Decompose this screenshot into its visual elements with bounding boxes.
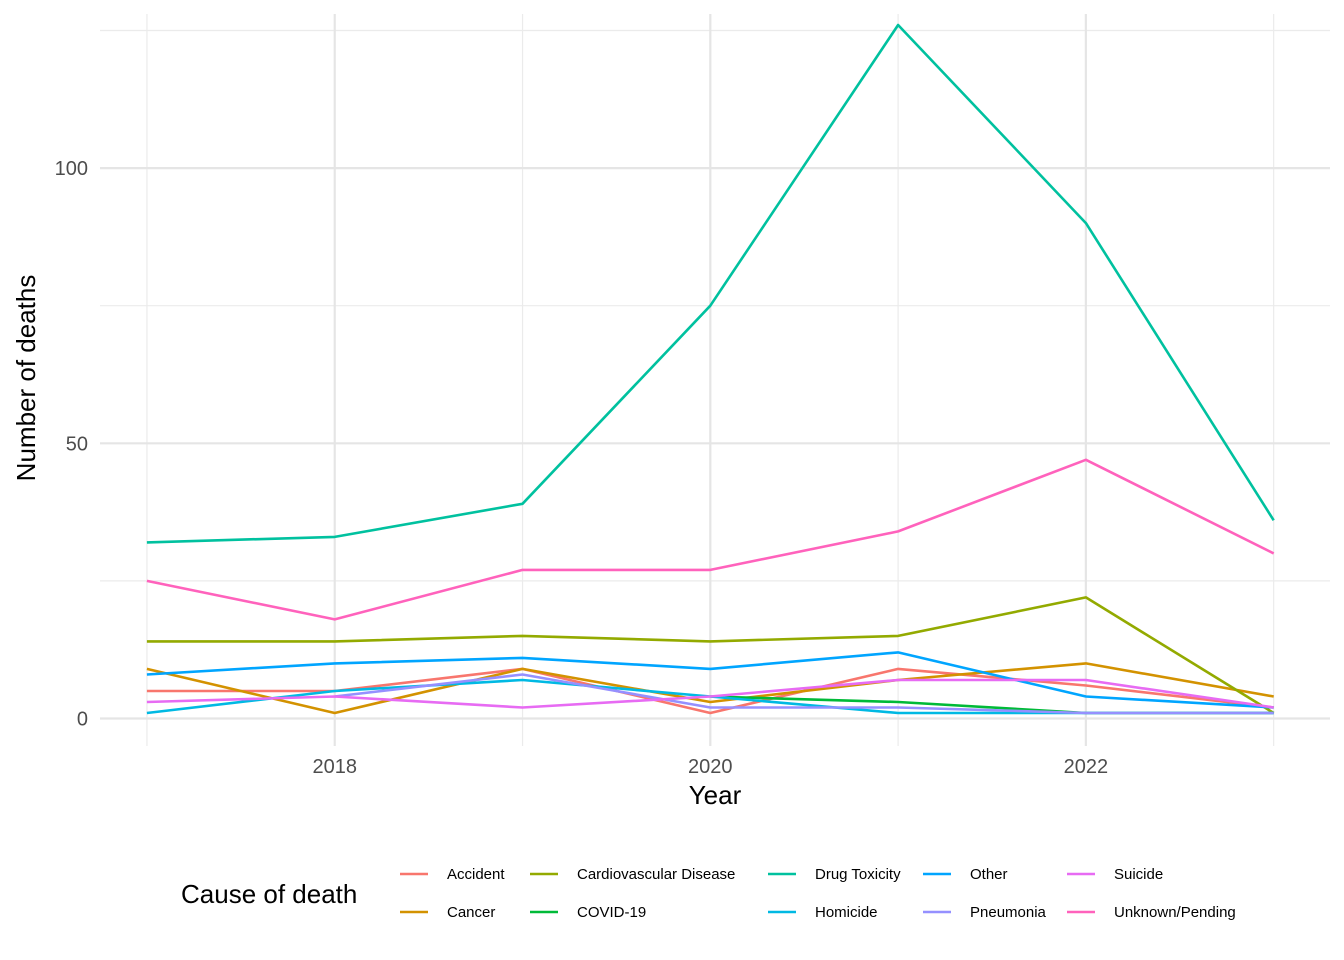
legend-item: Accident <box>400 866 505 883</box>
x-tick-label: 2020 <box>688 756 733 778</box>
grid-lines <box>100 14 1330 746</box>
legend-item: Homicide <box>768 904 878 921</box>
series-line-other <box>146 651 1274 709</box>
legend-item: Other <box>923 866 1008 883</box>
series-lines <box>146 23 1275 715</box>
legend-label: Accident <box>447 866 505 883</box>
legend-label: Suicide <box>1114 866 1163 883</box>
legend-item: Cancer <box>400 904 495 921</box>
legend: Cause of death Accident Cancer Cardiovascu… <box>181 866 1236 921</box>
x-tick-label: 2022 <box>1064 756 1109 778</box>
legend-label: COVID-19 <box>577 904 646 921</box>
legend-label: Pneumonia <box>970 904 1047 921</box>
series-line-cardiovascular-disease <box>146 596 1275 715</box>
y-axis-ticks: 0 50 100 <box>55 158 88 730</box>
legend-items: Accident Cancer Cardiovascular Disease COVI… <box>400 866 1236 921</box>
x-axis-ticks: 2018 2020 2022 <box>312 756 1108 778</box>
legend-item: Cardiovascular Disease <box>530 866 735 883</box>
series-line-cancer <box>146 662 1274 715</box>
legend-label: Homicide <box>815 904 878 921</box>
legend-label: Drug Toxicity <box>815 866 901 883</box>
series-line-unknown-pending <box>146 458 1275 621</box>
legend-item: Unknown/Pending <box>1067 904 1236 921</box>
legend-item: Drug Toxicity <box>768 866 901 883</box>
x-axis-title: Year <box>689 780 742 810</box>
series-line-drug-toxicity <box>146 23 1275 544</box>
y-tick-label: 100 <box>55 158 88 180</box>
legend-item: Suicide <box>1067 866 1163 883</box>
y-tick-label: 0 <box>77 708 88 730</box>
x-tick-label: 2018 <box>312 756 357 778</box>
legend-label: Cancer <box>447 904 495 921</box>
legend-label: Cardiovascular Disease <box>577 866 735 883</box>
y-tick-label: 50 <box>66 433 88 455</box>
legend-item: Pneumonia <box>923 904 1047 921</box>
series-line-pneumonia <box>334 673 1274 715</box>
legend-item: COVID-19 <box>530 904 646 921</box>
legend-title: Cause of death <box>181 879 357 909</box>
legend-label: Unknown/Pending <box>1114 904 1236 921</box>
series-line-suicide <box>146 678 1274 709</box>
legend-label: Other <box>970 866 1008 883</box>
y-axis-title: Number of deaths <box>11 275 41 482</box>
